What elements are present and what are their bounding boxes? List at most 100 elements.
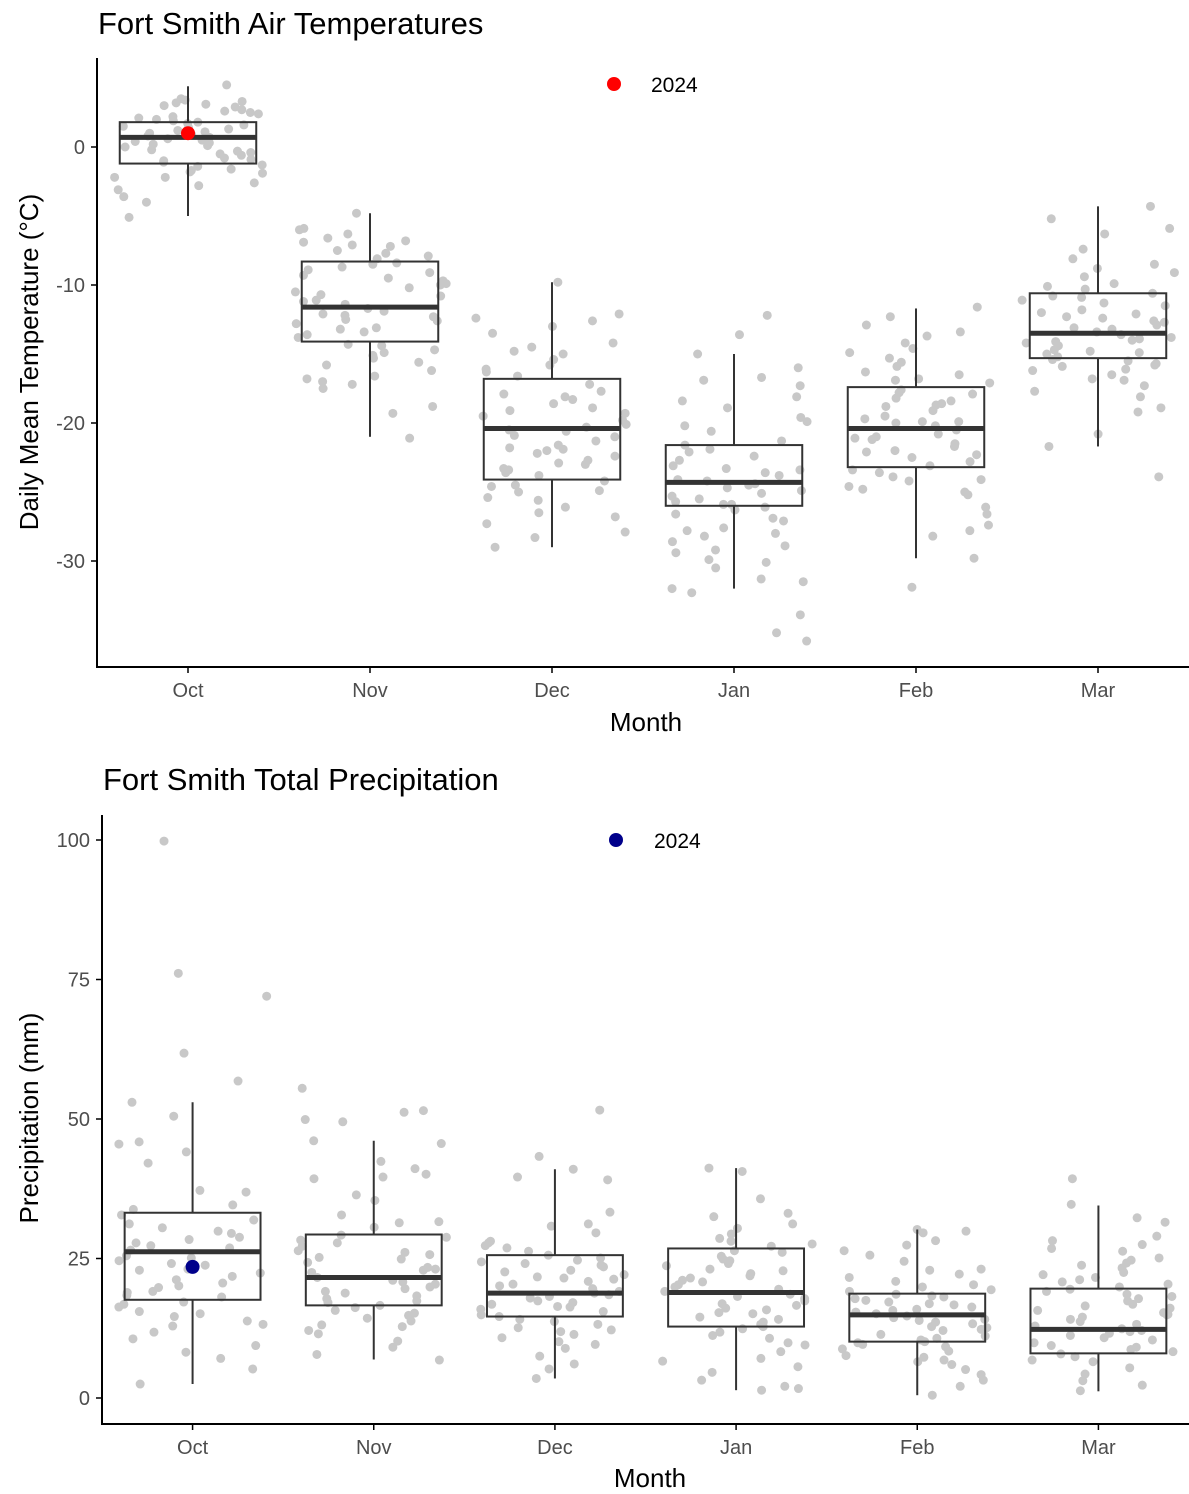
precipitation-jitter-point xyxy=(434,1217,444,1227)
temperature-jitter-point xyxy=(896,357,906,367)
temperature-jitter-point xyxy=(483,493,493,503)
precipitation-jitter-point xyxy=(378,1172,388,1182)
precipitation-jitter-point xyxy=(765,1333,775,1343)
precipitation-jitter-point xyxy=(127,1097,137,1107)
temperature-jitter-point xyxy=(405,433,415,443)
temperature-jitter-point xyxy=(591,436,601,446)
precipitation-jitter-point xyxy=(704,1163,714,1173)
temperature-jitter-point xyxy=(718,499,728,509)
temperature-jitter-point xyxy=(1079,272,1089,282)
temperature-y-axis-title: Daily Mean Temperature (°C) xyxy=(14,194,44,530)
precipitation-jitter-point xyxy=(525,1293,535,1303)
temperature-jitter-point xyxy=(587,316,597,326)
temperature-jitter-point xyxy=(900,338,910,348)
precipitation-jitter-point xyxy=(1078,1376,1088,1386)
precipitation-jitter-point xyxy=(430,1264,440,1274)
temperature-jitter-point xyxy=(983,520,993,530)
temperature-jitter-point xyxy=(236,150,246,160)
precipitation-jitter-point xyxy=(134,1307,144,1317)
precipitation-jitter-point xyxy=(560,1343,570,1353)
temperature-jitter-point xyxy=(888,472,898,482)
temperature-jitter-point xyxy=(795,610,805,620)
temperature-jitter-point xyxy=(777,436,787,446)
precipitation-jitter-point xyxy=(300,1115,310,1125)
precipitation-jitter-point xyxy=(850,1294,860,1304)
temperature-jitter-point xyxy=(509,346,519,356)
precipitation-jitter-point xyxy=(884,1297,894,1307)
temperature-jitter-point xyxy=(599,476,609,486)
precipitation-jitter-point xyxy=(756,1353,766,1363)
precipitation-jitter-point xyxy=(554,1337,564,1347)
temperature-jitter-point xyxy=(237,96,247,106)
precipitation-jitter-point xyxy=(1033,1305,1043,1315)
precipitation-jitter-point xyxy=(726,1229,736,1239)
temperature-jitter-point xyxy=(323,233,333,243)
precipitation-jitter-point xyxy=(1075,1386,1085,1396)
precipitation-jitter-point xyxy=(513,1172,523,1182)
precipitation-jitter-point xyxy=(241,1187,251,1197)
temperature-jitter-point xyxy=(1139,381,1149,391)
temperature-jitter-point xyxy=(982,509,992,519)
temperature-jitter-point xyxy=(533,495,543,505)
precipitation-jitter-point xyxy=(1125,1363,1135,1373)
temperature-jitter-point xyxy=(772,628,782,638)
temperature-jitter-point xyxy=(1046,214,1056,224)
temperature-jitter-point xyxy=(969,553,979,563)
precipitation-box-mar xyxy=(1029,1205,1168,1392)
precipitation-jitter-point xyxy=(1029,1338,1039,1348)
temperature-jitter-point xyxy=(891,393,901,403)
temperature-jitter-point xyxy=(760,502,770,512)
temperature-legend: 2024 xyxy=(607,74,698,97)
precipitation-jitter-point xyxy=(396,1254,406,1264)
temperature-jitter-point xyxy=(667,537,677,547)
temperature-jitter-point xyxy=(171,98,181,108)
temperature-jitter-point xyxy=(222,80,232,90)
temperature-jitter-point xyxy=(392,258,402,268)
temperature-jitter-point xyxy=(428,401,438,411)
precipitation-jitter-point xyxy=(939,1355,949,1365)
precipitation-jitter-point xyxy=(1077,1260,1087,1270)
precipitation-jitter-point xyxy=(919,1352,929,1362)
temperature-jitter-point xyxy=(1127,335,1137,345)
precipitation-jitter-point xyxy=(320,1286,330,1296)
precipitation-jitter-point xyxy=(430,1279,440,1289)
temperature-jitter-point xyxy=(760,468,770,478)
precipitation-y-tick-label: 75 xyxy=(68,970,90,992)
precipitation-jitter-point xyxy=(1126,1255,1136,1265)
temperature-jitter-point xyxy=(850,433,860,443)
precipitation-jitter-point xyxy=(598,1307,608,1317)
temperature-jitter-point xyxy=(981,502,991,512)
precipitation-box-jan xyxy=(667,1168,806,1391)
precipitation-jitter-point xyxy=(487,1299,497,1309)
precipitation-box-dec xyxy=(485,1169,624,1379)
precipitation-jitter-point xyxy=(1163,1309,1173,1319)
temperature-jitter-point xyxy=(907,453,917,462)
temperature-y-tick-label: -20 xyxy=(56,413,85,435)
precipitation-jitter-point xyxy=(338,1117,348,1127)
precipitation-jitter-point xyxy=(535,1351,545,1361)
precipitation-legend-label: 2024 xyxy=(654,830,701,853)
temperature-jitter-point xyxy=(490,542,500,552)
temperature-jitter-point xyxy=(359,327,369,337)
temperature-jitter-point xyxy=(404,283,414,293)
precipitation-jitter-point xyxy=(228,1200,238,1210)
precipitation-jitter-point xyxy=(732,1223,742,1233)
precipitation-jitter-point xyxy=(502,1243,512,1253)
temperature-jitter-point xyxy=(1085,346,1095,356)
temperature-jitter-point xyxy=(258,168,268,178)
precipitation-jitter-point xyxy=(841,1351,851,1361)
precipitation-jitter-point xyxy=(791,1300,801,1310)
temperature-jitter-point xyxy=(861,447,871,457)
precipitation-jitter-point xyxy=(143,1158,153,1168)
precipitation-jitter-point xyxy=(1168,1347,1178,1357)
precipitation-jitter-point xyxy=(783,1338,793,1348)
box-iqr xyxy=(664,444,804,507)
temperature-jitter-point xyxy=(560,502,570,512)
precipitation-jitter-point xyxy=(362,1313,372,1323)
temperature-jitter-point xyxy=(1021,338,1031,348)
temperature-jitter-point xyxy=(610,451,620,461)
precipitation-jitter-point xyxy=(313,1329,323,1339)
precipitation-jitter-point xyxy=(303,1257,313,1267)
precipitation-jitter-point xyxy=(1088,1357,1098,1367)
precipitation-jitter-point xyxy=(914,1315,924,1325)
